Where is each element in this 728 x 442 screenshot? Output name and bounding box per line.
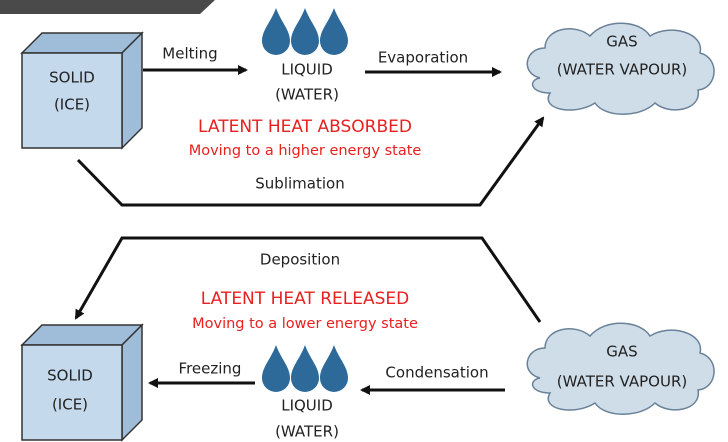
process-label: Condensation [385, 364, 488, 382]
process-label: Sublimation [255, 175, 344, 193]
heading: LATENT HEAT RELEASED [201, 289, 409, 309]
process-label: Evaporation [378, 49, 468, 67]
arrow [76, 116, 545, 207]
process-label: Melting [162, 45, 217, 63]
process-label: Freezing [179, 360, 242, 378]
drop [320, 345, 348, 392]
gas-label: GAS [606, 343, 637, 361]
solid-label: (ICE) [54, 96, 90, 114]
liquid-label: LIQUID [281, 397, 333, 415]
drop [291, 345, 319, 392]
process-label: Deposition [260, 251, 340, 269]
gas-label: GAS [606, 33, 637, 51]
subheading: Moving to a higher energy state [189, 143, 422, 159]
solid-cube [21, 32, 143, 149]
liquid-label: LIQUID [281, 61, 333, 79]
solid-label: SOLID [47, 367, 93, 385]
drop [320, 8, 348, 55]
drop [262, 8, 290, 55]
drop [291, 8, 319, 55]
solid-label: SOLID [49, 69, 95, 87]
gas-label: (WATER VAPOUR) [557, 373, 687, 391]
subheading: Moving to a lower energy state [192, 316, 418, 332]
banner [0, 0, 215, 14]
liquid-label: (WATER) [275, 423, 339, 441]
solid-label: (ICE) [52, 396, 88, 414]
cloud [526, 322, 715, 415]
drop [262, 345, 290, 392]
arrow [74, 236, 542, 323]
liquid-label: (WATER) [275, 86, 339, 104]
heading: LATENT HEAT ABSORBED [198, 117, 412, 137]
gas-label: (WATER VAPOUR) [557, 61, 687, 79]
